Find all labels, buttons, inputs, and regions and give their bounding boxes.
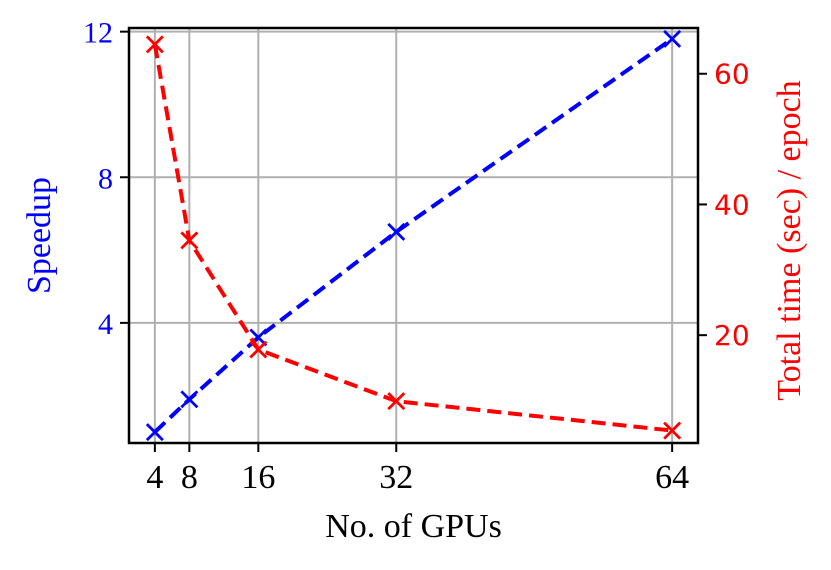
plot-frame bbox=[127, 26, 700, 445]
x-tick-label: 32 bbox=[379, 459, 413, 496]
series-marker-left bbox=[180, 390, 199, 409]
y-axis-label-right: Total time (sec) / epoch bbox=[771, 80, 808, 401]
y-tick-label-right: 20 bbox=[714, 319, 750, 352]
x-axis-label: No. of GPUs bbox=[325, 508, 502, 545]
series-marker-right bbox=[663, 421, 682, 440]
series-line-left bbox=[153, 37, 674, 434]
series-marker-right bbox=[387, 392, 406, 411]
y-tick-label-left: 12 bbox=[83, 17, 113, 50]
series-marker-left bbox=[663, 29, 682, 48]
series-layer bbox=[145, 29, 682, 442]
x-tick-label: 16 bbox=[241, 459, 275, 496]
y-tick-label-right: 60 bbox=[714, 58, 750, 91]
series-marker-right bbox=[249, 340, 268, 359]
grid-lines bbox=[129, 28, 698, 443]
series-marker-left bbox=[387, 222, 406, 241]
y-tick-label-right: 40 bbox=[714, 188, 750, 221]
series-marker-right bbox=[145, 35, 164, 54]
y-tick-label-left: 8 bbox=[98, 162, 113, 195]
x-tick-label: 64 bbox=[655, 459, 689, 496]
series-marker-right bbox=[180, 231, 199, 250]
series-marker-left bbox=[145, 423, 164, 442]
x-tick-label: 4 bbox=[146, 459, 163, 496]
y-axis-label-left: Speedup bbox=[21, 177, 58, 294]
y-tick-label-left: 4 bbox=[98, 308, 113, 341]
series-line-right bbox=[152, 43, 673, 433]
x-tick-label: 8 bbox=[181, 459, 198, 496]
